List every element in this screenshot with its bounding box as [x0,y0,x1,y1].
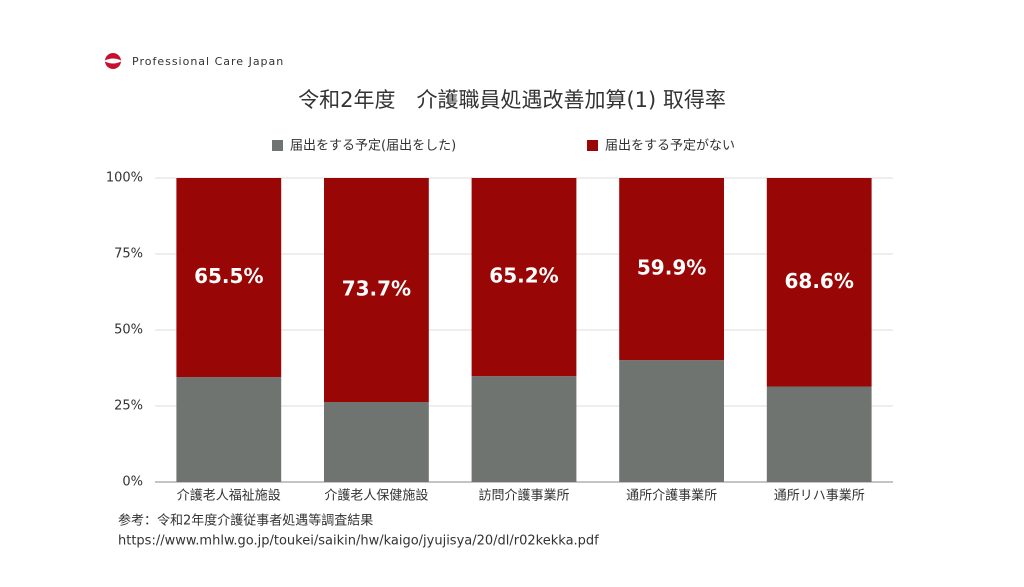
x-tick-label: 通所リハ事業所 [774,488,865,504]
legend-label: 届出をする予定(届出をした) [290,139,456,154]
bar-segment [766,178,872,387]
value-label: 68.6% [785,269,854,293]
bar-segment [766,386,872,482]
bar-segment [471,376,577,482]
logo [104,53,122,69]
value-label: 65.2% [489,264,558,288]
bar-segment [619,178,724,361]
x-tick-label: 介護老人福祉施設 [177,488,281,504]
source-note: 参考：令和2年度介護従事者処遇等調査結果 [118,513,373,529]
x-tick-label: 通所介護事業所 [626,488,717,504]
bar-segment [324,178,429,403]
brand: Professional Care Japan [132,55,284,68]
chart-title: 令和2年度 介護職員処遇改善加算(1) 取得率 [298,88,726,112]
source-url: https://www.mhlw.go.jp/toukei/saikin/hw/… [118,534,599,549]
logo-swoosh [104,58,122,64]
y-tick-label: 0% [122,475,143,490]
legend-label: 届出をする予定がない [605,139,735,154]
bar-segment [619,360,724,482]
legend-swatch [272,140,283,151]
value-label: 59.9% [637,256,706,280]
legend-swatch [587,140,598,151]
bar-segment [471,178,577,377]
y-tick-label: 25% [114,399,143,414]
y-tick-label: 100% [106,171,143,186]
x-tick-label: 介護老人保健施設 [324,488,428,504]
value-label: 73.7% [342,277,411,301]
value-label: 65.5% [194,264,263,288]
y-tick-label: 75% [114,247,143,262]
bar-segment [176,377,282,482]
y-tick-label: 50% [114,323,143,338]
bar-segment [324,402,429,482]
x-tick-label: 訪問介護事業所 [478,488,569,504]
bar-segment [176,178,282,378]
